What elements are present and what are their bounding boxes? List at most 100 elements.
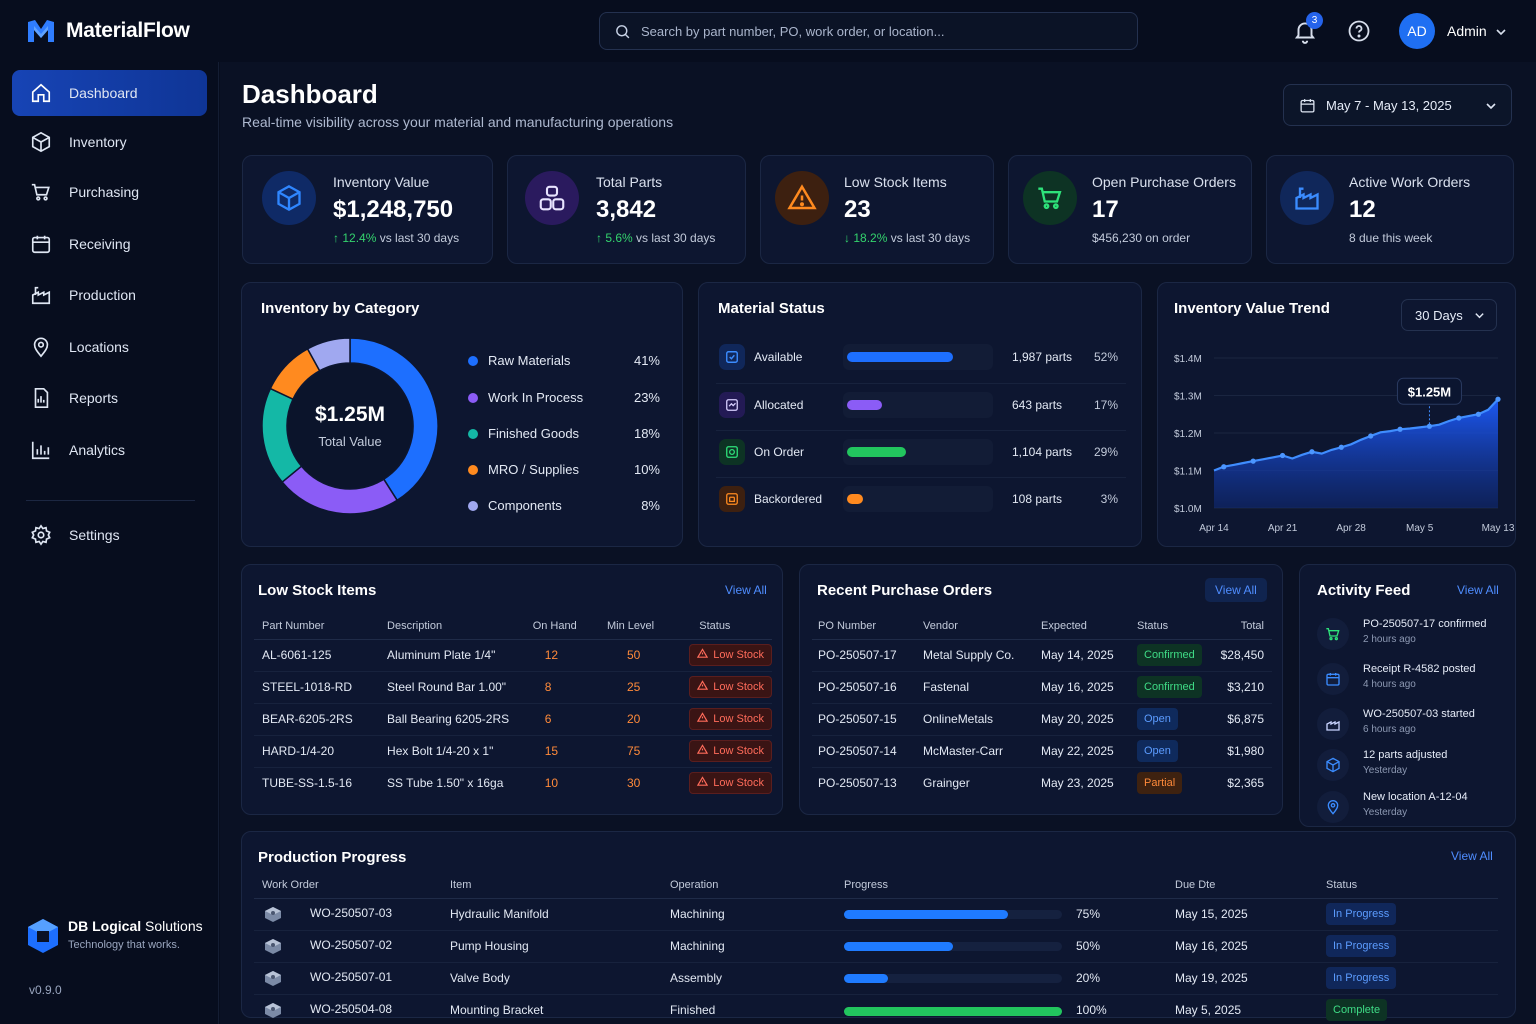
column-header[interactable]: Min Level [606, 613, 672, 640]
table-row[interactable]: AL-6061-125 Aluminum Plate 1/4" 12 50 Low St… [254, 639, 772, 672]
cart-icon [31, 183, 50, 201]
status-percent: 29% [1093, 445, 1118, 459]
range-dropdown[interactable]: 30 Days [1401, 299, 1497, 331]
kpi-inventory-value[interactable]: Inventory Value $1,248,750 ↑ 12.4% vs la… [242, 155, 493, 264]
status-row-backordered[interactable]: Backordered 108 parts 3% [716, 477, 1126, 517]
column-header[interactable]: Vendor [923, 613, 1041, 640]
table-row[interactable]: WO-250507-03 Hydraulic Manifold Machining 7… [254, 898, 1498, 931]
user-name[interactable]: Admin [1447, 23, 1487, 39]
column-header[interactable]: Operation [670, 872, 844, 899]
card-title: Material Status [718, 300, 825, 317]
help-icon[interactable] [1347, 19, 1371, 43]
search-bar[interactable] [599, 12, 1138, 50]
trend-point[interactable] [1426, 423, 1433, 429]
column-header[interactable]: Expected [1041, 613, 1137, 640]
table-row[interactable]: WO-250507-01 Valve Body Assembly 20% May 19,… [254, 962, 1498, 995]
sidebar-item-production[interactable]: Production [12, 272, 207, 318]
view-all-link[interactable]: View All [1457, 583, 1499, 597]
min-level: 50 [606, 639, 672, 672]
date-range-picker[interactable]: May 7 - May 13, 2025 [1283, 84, 1512, 126]
column-header[interactable]: Item [450, 872, 670, 899]
view-all-link[interactable]: View All [725, 583, 767, 597]
table-row[interactable]: PO-250507-17 Metal Supply Co. May 14, 2025… [812, 639, 1272, 672]
chevron-down-icon[interactable] [1495, 26, 1507, 38]
min-level: 20 [606, 703, 672, 736]
trend-point[interactable] [1475, 411, 1482, 417]
column-header[interactable]: Work Order [254, 872, 450, 899]
column-header[interactable]: Due Dte [1175, 872, 1326, 899]
part-thumbnail-icon [262, 970, 284, 986]
column-header[interactable]: Total [1217, 613, 1272, 640]
progress-percent: 20% [1076, 971, 1101, 985]
table-row[interactable]: TUBE-SS-1.5-16 SS Tube 1.50" x 16ga 10 30 Lo… [254, 767, 772, 799]
search-input[interactable] [641, 23, 1111, 39]
avatar[interactable]: AD [1399, 13, 1435, 49]
donut-slice-components[interactable] [306, 337, 351, 372]
kpi-label: Active Work Orders [1349, 174, 1471, 190]
activity-item[interactable]: PO-250507-17 confirmed 2 hours ago [1317, 618, 1497, 658]
warning-icon [775, 171, 829, 225]
sidebar-item-dashboard[interactable]: Dashboard [12, 70, 207, 116]
kpi-total-parts[interactable]: Total Parts 3,842 ↑ 5.6% vs last 30 days [507, 155, 746, 264]
sidebar-item-label: Receiving [69, 236, 131, 252]
kpi-active-work-orders[interactable]: Active Work Orders 12 8 due this week [1266, 155, 1514, 264]
report-icon [34, 388, 49, 408]
progress-percent: 100% [1076, 1003, 1107, 1018]
activity-item[interactable]: Receipt R-4582 posted 4 hours ago [1317, 663, 1497, 703]
box-icon [31, 131, 51, 153]
sidebar-item-receiving[interactable]: Receiving [12, 221, 207, 267]
sidebar-item-settings[interactable]: Settings [12, 512, 207, 558]
column-header[interactable]: Status [1326, 872, 1498, 899]
column-header[interactable]: Status [1137, 613, 1217, 640]
status-row-on-order[interactable]: On Order 1,104 parts 29% [716, 430, 1126, 470]
trend-point[interactable] [1397, 426, 1403, 432]
activity-item[interactable]: WO-250507-03 started 6 hours ago [1317, 708, 1497, 748]
column-header[interactable]: Part Number [254, 613, 388, 640]
column-header[interactable]: Status [671, 613, 772, 640]
column-header[interactable]: On Hand [532, 613, 607, 640]
trend-point[interactable] [1456, 415, 1462, 421]
page-subtitle: Real-time visibility across your materia… [242, 114, 674, 130]
table-row[interactable]: PO-250507-16 Fastenal May 16, 2025 Confirme… [812, 671, 1272, 704]
column-header[interactable]: PO Number [812, 613, 923, 640]
table-row[interactable]: WO-250504-08 Mounting Bracket Finished 100%… [254, 994, 1498, 1024]
trend-point[interactable] [1338, 444, 1344, 450]
sidebar-item-analytics[interactable]: Analytics [12, 427, 207, 473]
column-header[interactable]: Progress [844, 872, 1175, 899]
status-row-allocated[interactable]: Allocated 643 parts 17% [716, 383, 1126, 423]
column-header[interactable]: Description [387, 613, 533, 640]
on-hand: 6 [532, 703, 607, 736]
sidebar-item-reports[interactable]: Reports [12, 375, 207, 421]
table-row[interactable]: STEEL-1018-RD Steel Round Bar 1.00" 8 25 Low… [254, 671, 772, 704]
table-row[interactable]: WO-250507-02 Pump Housing Machining 50% May … [254, 930, 1498, 963]
table-row[interactable]: HARD-1/4-20 Hex Bolt 1/4-20 x 1" 15 75 Low S… [254, 735, 772, 768]
due-date: May 19, 2025 [1175, 962, 1326, 995]
status-bar-fill [847, 494, 863, 504]
low-stock-table: Part Number Description On Hand Min Leve… [254, 613, 772, 799]
legend-mro-supplies: MRO / Supplies 10% [468, 460, 660, 480]
trend-point[interactable] [1309, 449, 1315, 455]
kpi-open-purchase-orders[interactable]: Open Purchase Orders 17 $456,230 on orde… [1008, 155, 1252, 264]
trend-point[interactable] [1221, 464, 1227, 470]
kpi-low-stock[interactable]: Low Stock Items 23 ↓ 18.2% vs last 30 da… [760, 155, 994, 264]
trend-point[interactable] [1250, 458, 1256, 464]
table-row[interactable]: PO-250507-14 McMaster-Carr May 22, 2025 Ope… [812, 735, 1272, 768]
table-row[interactable]: PO-250507-15 OnlineMetals May 20, 2025 Open… [812, 703, 1272, 736]
sidebar-item-purchasing[interactable]: Purchasing [12, 169, 207, 215]
status-badge: Confirmed [1137, 644, 1202, 666]
trend-point[interactable] [1368, 433, 1374, 439]
brand[interactable]: MaterialFlow [26, 16, 190, 46]
activity-item[interactable]: 12 parts adjusted Yesterday [1317, 749, 1497, 789]
activity-item[interactable]: New location A-12-04 Yesterday [1317, 791, 1497, 831]
on-hand: 10 [544, 776, 559, 791]
table-row[interactable]: BEAR-6205-2RS Ball Bearing 6205-2RS 6 20 Low… [254, 703, 772, 736]
trend-point[interactable] [1495, 396, 1501, 402]
sidebar-item-locations[interactable]: Locations [12, 324, 207, 370]
view-all-link[interactable]: View All [1205, 578, 1267, 602]
status-row-available[interactable]: Available 1,987 parts 52% [716, 336, 1126, 376]
trend-point[interactable] [1279, 452, 1286, 459]
table-row[interactable]: PO-250507-13 Grainger May 23, 2025 Partial $… [812, 767, 1272, 799]
view-all-link[interactable]: View All [1451, 849, 1493, 863]
company-tagline: Technology that works. [68, 939, 180, 951]
sidebar-item-inventory[interactable]: Inventory [12, 119, 207, 165]
